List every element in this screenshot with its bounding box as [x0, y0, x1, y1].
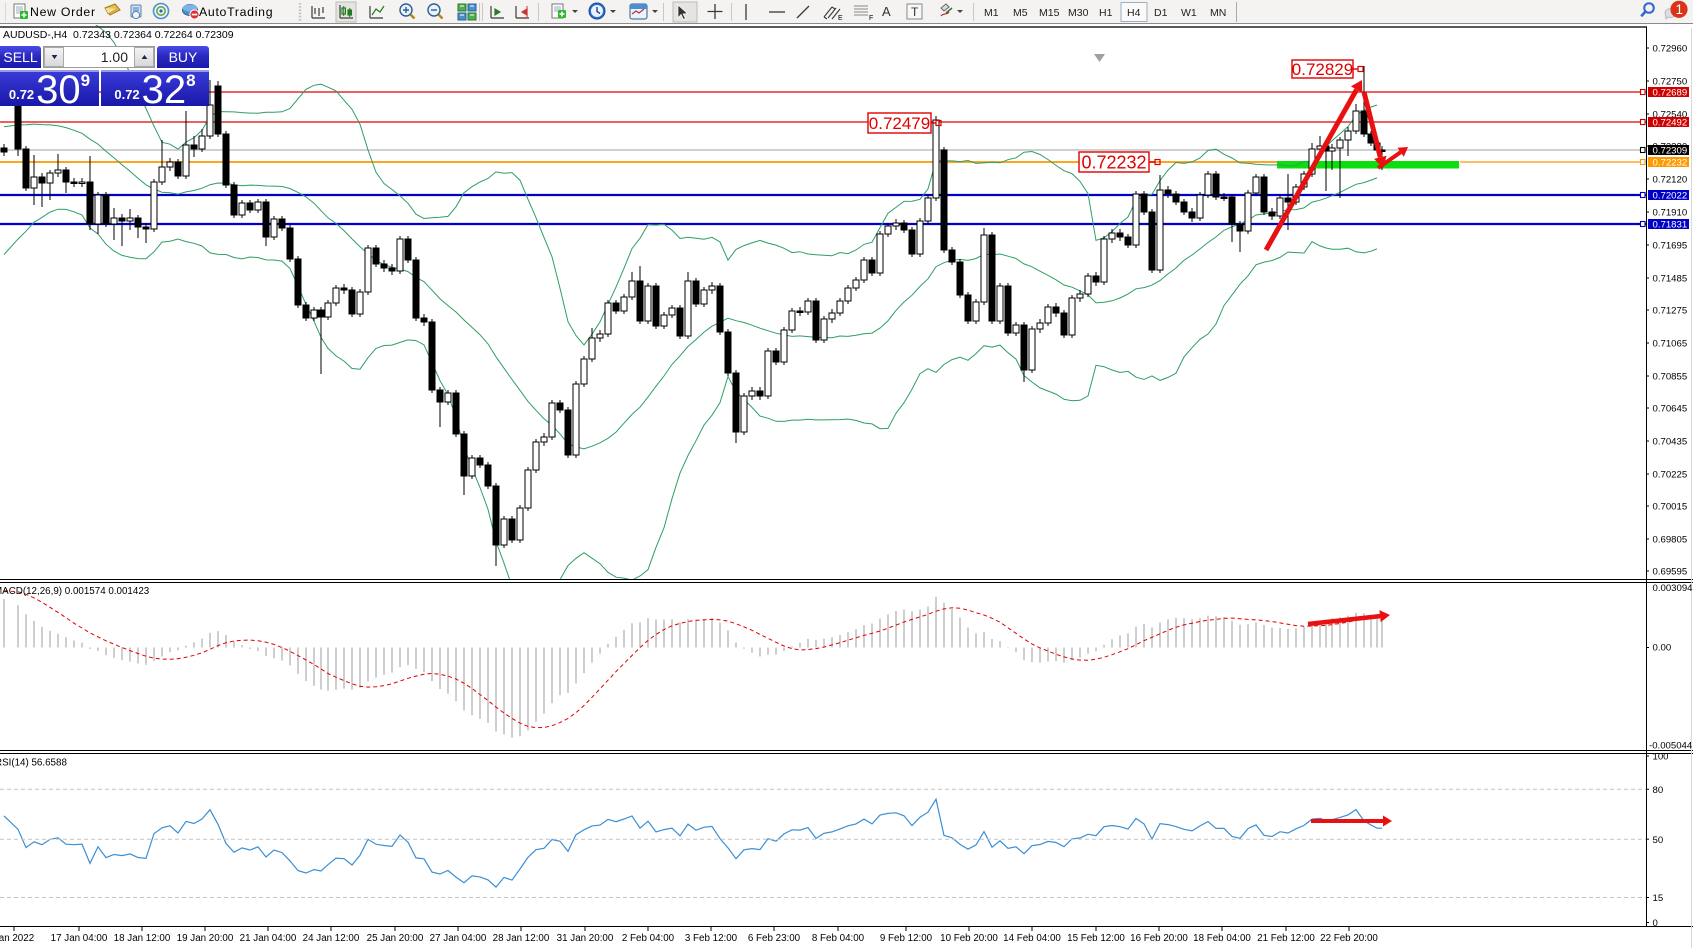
svg-text:M5: M5 — [1013, 7, 1028, 19]
svg-text:0.72689: 0.72689 — [1653, 88, 1688, 99]
svg-text:0.72022: 0.72022 — [1653, 191, 1688, 202]
svg-text:2 Feb 04:00: 2 Feb 04:00 — [622, 933, 675, 944]
svg-text:0.72479: 0.72479 — [869, 114, 930, 133]
svg-text:14 Feb 04:00: 14 Feb 04:00 — [1003, 933, 1061, 944]
svg-text:0.72120: 0.72120 — [1653, 175, 1688, 186]
svg-text:17 Jan 04:00: 17 Jan 04:00 — [51, 933, 108, 944]
svg-text:0.72309: 0.72309 — [1653, 146, 1688, 157]
svg-text:Jan 2022: Jan 2022 — [0, 933, 34, 944]
svg-text:0.00: 0.00 — [1653, 643, 1672, 654]
svg-text:0.72829: 0.72829 — [1292, 60, 1353, 79]
svg-text:F: F — [869, 15, 873, 22]
svg-text:0.71831: 0.71831 — [1653, 220, 1688, 231]
svg-text:24 Jan 12:00: 24 Jan 12:00 — [303, 933, 360, 944]
svg-text:0.71485: 0.71485 — [1653, 274, 1688, 285]
svg-text:15: 15 — [1653, 893, 1664, 904]
svg-text:80: 80 — [1653, 785, 1664, 796]
svg-text:0: 0 — [1653, 918, 1658, 929]
svg-text:0.72492: 0.72492 — [1653, 118, 1688, 129]
svg-text:100: 100 — [1653, 752, 1669, 763]
svg-text:9 Feb 12:00: 9 Feb 12:00 — [880, 933, 933, 944]
svg-text:22 Feb 20:00: 22 Feb 20:00 — [1320, 933, 1378, 944]
svg-text:M1: M1 — [984, 7, 999, 19]
svg-text:M30: M30 — [1068, 7, 1089, 19]
svg-text:0.70645: 0.70645 — [1653, 404, 1688, 415]
svg-text:0.71910: 0.71910 — [1653, 208, 1688, 219]
svg-text:6 Feb 23:00: 6 Feb 23:00 — [748, 933, 801, 944]
svg-text:0.69805: 0.69805 — [1653, 535, 1688, 546]
svg-text:AutoTrading: AutoTrading — [199, 5, 273, 19]
svg-text:8 Feb 04:00: 8 Feb 04:00 — [812, 933, 865, 944]
svg-text:0.003094: 0.003094 — [1653, 583, 1693, 594]
svg-text:0.72232: 0.72232 — [1081, 152, 1146, 172]
svg-text:3 Feb 12:00: 3 Feb 12:00 — [685, 933, 738, 944]
svg-text:0.70855: 0.70855 — [1653, 372, 1688, 383]
svg-text:18 Jan 12:00: 18 Jan 12:00 — [114, 933, 171, 944]
svg-text:W1: W1 — [1181, 7, 1197, 19]
svg-text:15 Feb 12:00: 15 Feb 12:00 — [1067, 933, 1125, 944]
svg-text:0.71275: 0.71275 — [1653, 306, 1688, 317]
svg-text:21 Feb 12:00: 21 Feb 12:00 — [1257, 933, 1315, 944]
svg-text:19 Jan 20:00: 19 Jan 20:00 — [177, 933, 234, 944]
svg-text:27 Jan 04:00: 27 Jan 04:00 — [430, 933, 487, 944]
svg-text:MN: MN — [1210, 7, 1226, 19]
svg-text:10 Feb 20:00: 10 Feb 20:00 — [940, 933, 998, 944]
svg-text:0.72232: 0.72232 — [1653, 158, 1688, 169]
svg-text:0.71065: 0.71065 — [1653, 339, 1688, 350]
svg-text:A: A — [882, 4, 891, 19]
svg-text:H1: H1 — [1099, 7, 1113, 19]
svg-text:21 Jan 04:00: 21 Jan 04:00 — [240, 933, 297, 944]
svg-text:16 Feb 20:00: 16 Feb 20:00 — [1130, 933, 1188, 944]
svg-text:0.70435: 0.70435 — [1653, 437, 1688, 448]
svg-text:31 Jan 20:00: 31 Jan 20:00 — [557, 933, 614, 944]
svg-text:RSI(14) 56.6588: RSI(14) 56.6588 — [0, 758, 67, 769]
svg-text:25 Jan 20:00: 25 Jan 20:00 — [367, 933, 424, 944]
svg-text:28 Jan 12:00: 28 Jan 12:00 — [493, 933, 550, 944]
svg-text:0.72960: 0.72960 — [1653, 44, 1688, 55]
svg-text:50: 50 — [1653, 835, 1664, 846]
svg-text:0.71695: 0.71695 — [1653, 241, 1688, 252]
svg-text:D1: D1 — [1154, 7, 1168, 19]
svg-text:0.72540: 0.72540 — [1653, 110, 1688, 121]
svg-text:0.70015: 0.70015 — [1653, 502, 1688, 513]
svg-text:0.69595: 0.69595 — [1653, 567, 1688, 578]
svg-text:0.72750: 0.72750 — [1653, 77, 1688, 88]
svg-text:M15: M15 — [1039, 7, 1060, 19]
svg-text:-0.005044: -0.005044 — [1649, 741, 1693, 752]
svg-text:1: 1 — [1675, 2, 1683, 17]
svg-text:0.70225: 0.70225 — [1653, 470, 1688, 481]
svg-text:New Order: New Order — [30, 5, 96, 19]
svg-text:E: E — [838, 15, 843, 22]
svg-text:T: T — [911, 5, 919, 19]
svg-text:MACD(12,26,9) 0.001574 0.00142: MACD(12,26,9) 0.001574 0.001423 — [0, 586, 150, 597]
svg-text:H4: H4 — [1127, 7, 1141, 19]
svg-text:18 Feb 04:00: 18 Feb 04:00 — [1193, 933, 1251, 944]
